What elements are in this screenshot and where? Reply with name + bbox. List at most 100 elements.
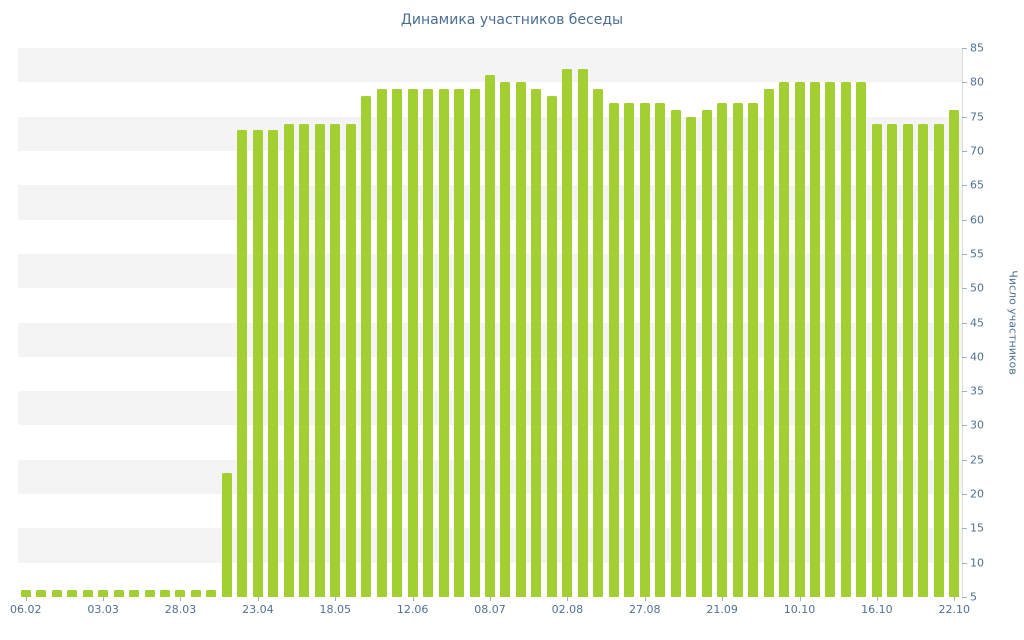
y-tick-label: 85 [970,41,984,55]
bar[interactable] [129,590,140,597]
y-tick-label: 45 [970,316,984,329]
bar[interactable] [748,102,759,597]
bar[interactable] [252,130,263,597]
bar[interactable] [438,89,449,597]
bar[interactable] [918,123,929,597]
y-tick-label: 5 [970,590,977,604]
bar[interactable] [469,89,480,597]
bar[interactable] [562,68,573,597]
bar[interactable] [639,102,650,597]
bar[interactable] [67,590,78,597]
bar[interactable] [624,102,635,597]
bar[interactable] [98,590,109,597]
bar[interactable] [175,590,186,597]
bar[interactable] [144,590,155,597]
y-tick-mark [962,425,967,427]
x-tick-mark [257,597,259,601]
bar[interactable] [655,102,666,597]
bar[interactable] [345,123,356,597]
bar[interactable] [546,96,557,597]
bar[interactable] [949,109,960,597]
bar[interactable] [809,82,820,597]
bar[interactable] [608,102,619,597]
bar[interactable] [515,82,526,597]
bar[interactable] [392,89,403,597]
bar[interactable] [299,123,310,597]
bar[interactable] [20,590,31,597]
bar[interactable] [36,590,47,597]
bar[interactable] [113,590,124,597]
bar[interactable] [407,89,418,597]
y-tick-label: 35 [970,384,984,398]
bar[interactable] [237,130,248,597]
x-tick-mark [799,597,801,601]
x-tick-mark [876,597,878,601]
bar[interactable] [717,102,728,597]
x-tick-mark [722,597,724,601]
y-tick-mark [962,150,967,152]
bar[interactable] [82,590,93,597]
bar[interactable] [500,82,511,597]
x-tick-mark [103,597,105,601]
chart-title: Динамика участников беседы [400,12,624,28]
bar[interactable] [902,123,913,597]
bar[interactable] [701,109,712,597]
bar[interactable] [206,590,217,597]
bar[interactable] [531,89,542,597]
bar[interactable] [160,590,171,597]
bar[interactable] [330,123,341,597]
bar[interactable] [376,89,387,597]
x-tick-label: 08.07 [474,603,506,616]
bar[interactable] [361,96,372,597]
x-tick-label: 28.03 [164,603,197,616]
bar[interactable] [794,82,805,597]
bar[interactable] [887,123,898,597]
bar[interactable] [577,68,588,597]
x-tick-label: 16.10 [861,603,893,616]
bar[interactable] [933,123,944,597]
x-tick-mark [180,597,182,601]
x-tick-label: 27.08 [629,603,661,616]
bar[interactable] [763,89,774,597]
x-tick-label: 12.06 [396,603,429,616]
y-axis-title: Число участников [1006,270,1020,375]
bar[interactable] [283,123,294,597]
x-tick-label: 18.05 [319,603,351,616]
bar[interactable] [454,89,465,597]
x-tick-mark [412,597,414,601]
bar[interactable] [221,473,232,597]
bar[interactable] [593,89,604,597]
y-tick-label: 60 [970,213,984,227]
y-tick-mark [962,494,967,496]
bar[interactable] [871,123,882,597]
bar[interactable] [779,82,790,597]
bar[interactable] [670,109,681,597]
y-tick-label: 15 [970,521,984,535]
x-tick-mark [490,597,491,601]
y-tick-mark [962,253,967,255]
bar[interactable] [423,89,434,597]
bar[interactable] [732,102,743,597]
bars-layer [18,48,962,597]
y-tick-label: 65 [970,178,984,192]
x-tick-mark [25,597,27,601]
x-tick-label: 21.09 [706,603,738,616]
y-tick-mark [962,597,967,598]
bar[interactable] [268,130,279,597]
bar[interactable] [190,590,201,597]
bar[interactable] [825,82,836,597]
y-tick-mark [962,48,967,49]
y-tick-label: 70 [970,144,984,158]
bar[interactable] [856,82,867,597]
bar[interactable] [686,116,697,597]
y-tick-mark [962,528,967,530]
y-tick-label: 25 [970,453,984,467]
bar[interactable] [51,590,62,597]
x-tick-label: 06.02 [9,603,42,616]
y-tick-label: 75 [970,110,984,124]
bar[interactable] [840,82,851,597]
bar[interactable] [314,123,325,597]
y-tick-label: 20 [970,487,984,501]
bar[interactable] [485,75,495,597]
